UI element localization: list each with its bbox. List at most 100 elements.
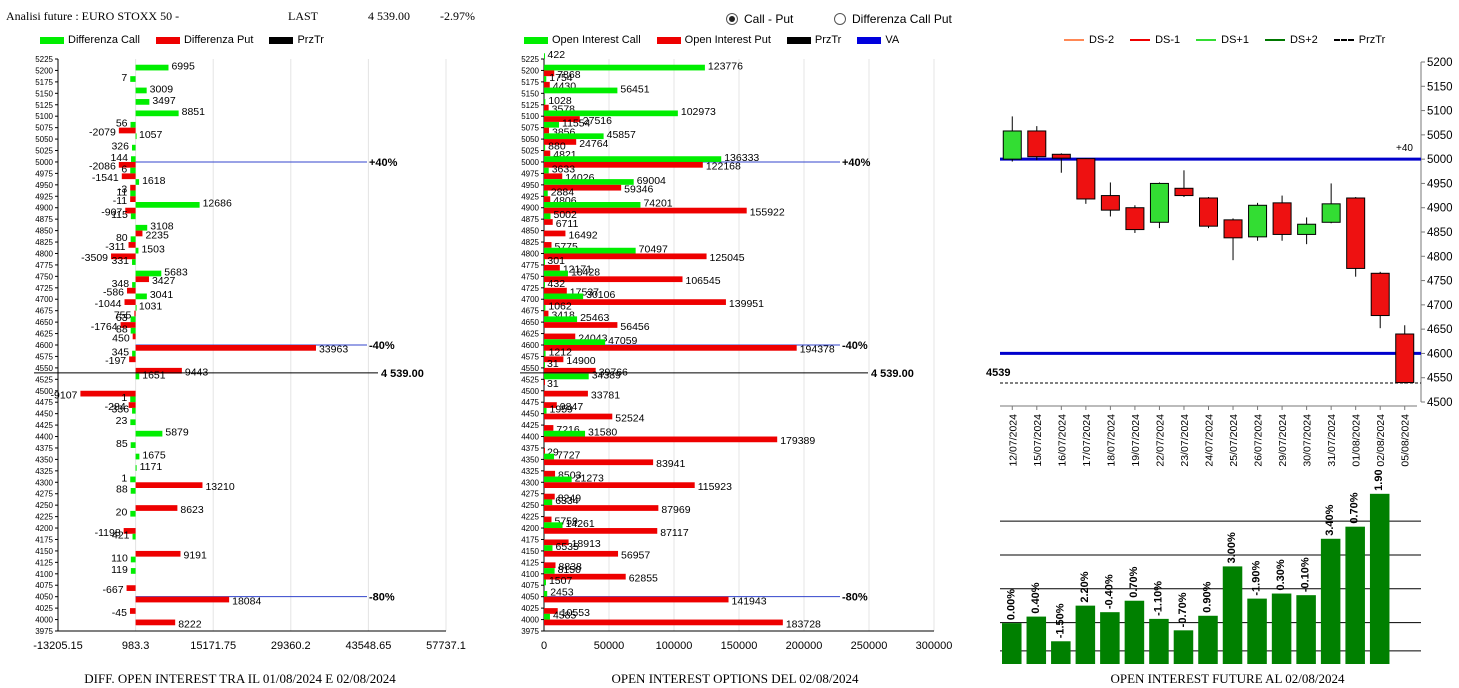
- strike-label: 4175: [35, 535, 53, 544]
- put-value-label: 83941: [656, 458, 685, 470]
- call-bar: [135, 110, 179, 117]
- legend-label: Differenza Put: [183, 34, 254, 46]
- put-bar: [544, 161, 703, 168]
- strike-label: 4100: [35, 570, 53, 579]
- va-label: -80%: [842, 592, 868, 604]
- y-tick-label: 4850: [1427, 227, 1453, 239]
- put-bar: [544, 70, 555, 77]
- legend-item: PrzTr: [269, 34, 324, 46]
- call-value-label: 5002: [554, 209, 578, 221]
- call-bar: [544, 247, 636, 254]
- put-value-label: 755: [114, 309, 132, 321]
- date-label: 25/07/2024: [1228, 414, 1240, 467]
- strike-label: 4050: [35, 593, 53, 602]
- strike-label: 4950: [521, 181, 539, 190]
- oi-bar: [1369, 493, 1390, 664]
- call-bar: [135, 293, 147, 300]
- call-value-label: 85: [116, 438, 128, 450]
- call-bar: [135, 430, 163, 437]
- candle-body: [1272, 202, 1292, 235]
- strike-label: 4575: [521, 352, 539, 361]
- put-value-label: 179389: [780, 435, 815, 447]
- put-bar: [544, 310, 549, 317]
- put-bar: [125, 207, 136, 214]
- va-label: -40%: [369, 340, 395, 352]
- legend-item: Differenza Put: [155, 34, 254, 46]
- call-value-label: 144: [110, 152, 128, 164]
- put-value-label: -9107: [51, 389, 78, 401]
- strike-label: 5025: [35, 147, 53, 156]
- oi-bar: [1198, 615, 1218, 664]
- strike-label: 4600: [35, 341, 53, 350]
- legend-label: PrzTr: [814, 34, 842, 46]
- put-value-label: 183728: [786, 618, 821, 630]
- date-label: 31/07/2024: [1326, 414, 1338, 467]
- put-bar: [128, 402, 136, 408]
- put-bar: [135, 482, 203, 488]
- future-candlestick-chart: 5200 5150 5100 5050 5000 4950 4900 4850 4800 4750…: [986, 57, 1453, 467]
- call-bar: [130, 568, 136, 574]
- call-value-label: 5683: [164, 266, 188, 278]
- va-label: -40%: [842, 340, 868, 352]
- date-label: 05/08/2024: [1400, 414, 1412, 467]
- put-value-label: 13210: [205, 481, 234, 493]
- strike-label: 4550: [521, 364, 539, 373]
- call-value-label: 7: [121, 72, 127, 84]
- strike-label: 4950: [35, 181, 53, 190]
- call-value-label: 18428: [571, 266, 600, 278]
- put-bar: [544, 367, 596, 374]
- strike-label: 5200: [521, 66, 539, 75]
- radio-diff-call-put[interactable]: Differenza Call Put: [834, 12, 952, 26]
- call-value-label: 6: [121, 163, 127, 175]
- put-value-label: 3427: [152, 275, 176, 287]
- put-bar: [544, 276, 683, 283]
- put-bar: [544, 264, 560, 271]
- oi-bar: [1124, 600, 1145, 664]
- put-value-label: 6711: [556, 218, 579, 230]
- radio-selected-icon: [726, 13, 738, 25]
- call-bar: [135, 453, 140, 460]
- legend-item: PrzTr: [786, 34, 842, 46]
- radio-call-put[interactable]: Call - Put: [726, 12, 793, 26]
- put-bar: [135, 345, 316, 351]
- call-bar: [135, 179, 140, 185]
- legend-item: PrzTr: [1333, 34, 1385, 46]
- call-bar: [544, 476, 572, 483]
- oi-bar: [1100, 612, 1120, 664]
- call-value-label: 1503: [141, 243, 165, 255]
- call-value-label: 56: [116, 118, 128, 130]
- strike-label: 4600: [521, 341, 539, 350]
- put-bar: [544, 150, 551, 157]
- x-tick-label: -13205.15: [33, 640, 83, 652]
- put-value-label: -197: [105, 355, 126, 367]
- put-bar: [544, 436, 778, 443]
- call-bar: [130, 121, 136, 128]
- put-bar: [544, 505, 659, 511]
- put-bar: [544, 173, 563, 180]
- put-bar: [129, 608, 136, 614]
- date-label: 19/07/2024: [1130, 414, 1142, 467]
- call-value-label: 123776: [708, 60, 743, 72]
- put-bar: [544, 596, 729, 603]
- legend-item: Open Interest Put: [656, 34, 771, 46]
- call-bar: [544, 293, 584, 300]
- call-value-label: 331: [112, 255, 130, 267]
- call-bar: [544, 430, 586, 437]
- put-value-label: 8623: [180, 504, 204, 516]
- call-value-label: 63: [116, 312, 128, 324]
- call-bar: [135, 247, 139, 254]
- call-value-label: 422: [548, 50, 566, 61]
- price-label: 4539: [986, 367, 1010, 379]
- call-value-label: 11: [116, 186, 127, 198]
- strike-label: 5150: [521, 89, 539, 98]
- call-value-label: 326: [111, 141, 129, 153]
- strike-label: 4400: [521, 433, 539, 442]
- strike-label: 4325: [35, 467, 53, 476]
- oi-bar: [1271, 593, 1292, 664]
- date-label: 15/07/2024: [1032, 414, 1044, 467]
- put-bar: [544, 322, 618, 328]
- open-interest-future-chart: 0.00% 0.40% -1.50% 2.20% -0.40% 0.70% -1.10% -0…: [1000, 470, 1421, 664]
- call-value-label: 1651: [142, 369, 166, 381]
- put-bar: [544, 573, 626, 580]
- call-bar: [130, 556, 136, 563]
